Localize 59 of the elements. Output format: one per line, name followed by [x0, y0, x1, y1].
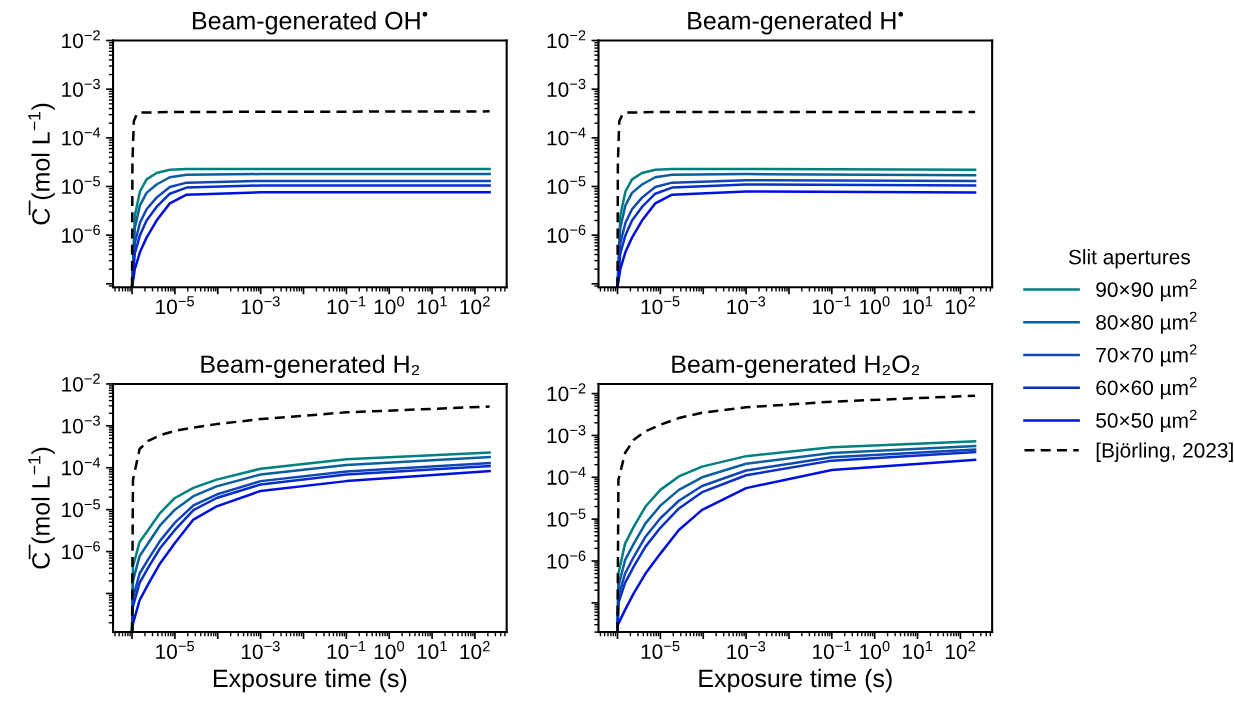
- x-tick-label: 10$^{−3}$: [727, 641, 766, 660]
- x-tick-label: 10$^{−3}$: [727, 296, 766, 315]
- y-tick-label: 10$^{−2}$: [547, 30, 586, 49]
- x-tick-label: 10$^{2}$: [945, 296, 976, 315]
- x-tick-label: 10$^{1}$: [903, 296, 933, 315]
- x-tick-label: 10$^{0}$: [860, 296, 890, 315]
- y-tick-label: 10$^{−2}$: [547, 383, 586, 402]
- x-tick-label: 10$^{2}$: [460, 296, 490, 315]
- y-tick-label: 10$^{−2}$: [62, 373, 100, 392]
- legend-label: [Björling, 2023]: [1096, 442, 1233, 462]
- y-tick-label: 10$^{−5}$: [547, 176, 586, 195]
- y-tick-label: 10$^{−5}$: [62, 176, 100, 195]
- x-tick-label: 10$^{1}$: [903, 641, 933, 660]
- legend-label: 90×90 µm$^{2}$: [1096, 278, 1197, 302]
- y-tick-label: 10$^{−3}$: [547, 425, 586, 444]
- x-tick-label: 10$^{−1}$: [813, 641, 851, 660]
- x-tick-label: 10$^{1}$: [417, 296, 447, 315]
- x-axis-title: Exposure time (s): [699, 668, 892, 693]
- y-tick-label: 10$^{−5}$: [62, 499, 100, 518]
- y-tick-label: 10$^{−4}$: [62, 457, 101, 476]
- legend-title: Slit apertures: [1068, 249, 1190, 269]
- x-tick-label: 10$^{−5}$: [641, 296, 680, 315]
- y-tick-label: 10$^{−4}$: [547, 466, 586, 485]
- y-tick-label: 10$^{−6}$: [62, 541, 100, 560]
- x-tick-label: 10$^{−1}$: [327, 296, 366, 315]
- x-tick-label: 10$^{0}$: [374, 296, 405, 315]
- x-tick-label: 10$^{−3}$: [241, 641, 280, 660]
- legend-label: 70×70 µm$^{2}$: [1096, 344, 1197, 367]
- y-tick-label: 10$^{−3}$: [62, 415, 100, 434]
- y-tick-label: 10$^{−4}$: [62, 127, 101, 146]
- x-tick-label: 10$^{−1}$: [327, 641, 366, 660]
- y-tick-label: 10$^{−6}$: [62, 224, 100, 243]
- x-tick-label: 10$^{2}$: [945, 641, 976, 660]
- y-axis-title: C̅ (mol L$^{−1}$): [28, 103, 55, 225]
- x-tick-label: 10$^{−5}$: [156, 296, 194, 315]
- legend-label: 80×80 µm$^{2}$: [1096, 311, 1197, 334]
- legend-label: 60×60 µm$^{2}$: [1096, 377, 1197, 400]
- x-tick-label: 10$^{−1}$: [813, 296, 851, 315]
- y-tick-label: 10$^{−4}$: [547, 127, 586, 146]
- y-tick-label: 10$^{−5}$: [547, 508, 586, 527]
- chart-title: Beam-generated OH$^{•}$: [193, 11, 428, 35]
- x-tick-label: 10$^{1}$: [417, 641, 447, 660]
- x-tick-label: 10$^{−5}$: [156, 641, 194, 660]
- y-tick-label: 10$^{−3}$: [62, 78, 100, 97]
- y-tick-label: 10$^{−6}$: [547, 224, 586, 243]
- y-tick-label: 10$^{−2}$: [62, 30, 100, 49]
- chart-title: Beam-generated H₂: [201, 354, 420, 379]
- x-tick-label: 10$^{0}$: [374, 641, 405, 660]
- x-tick-label: 10$^{−5}$: [641, 641, 680, 660]
- chart-title: Beam-generated H₂O₂: [672, 354, 920, 379]
- chart-title: Beam-generated H$^{•}$: [688, 11, 904, 35]
- x-axis-title: Exposure time (s): [213, 668, 407, 693]
- y-tick-label: 10$^{−3}$: [547, 78, 586, 97]
- x-tick-label: 10$^{−3}$: [241, 296, 280, 315]
- y-tick-label: 10$^{−6}$: [547, 550, 586, 569]
- x-tick-label: 10$^{2}$: [460, 641, 490, 660]
- legend-label: 50×50 µm$^{2}$: [1096, 409, 1197, 432]
- x-tick-label: 10$^{0}$: [860, 641, 890, 660]
- y-axis-title: C̅ (mol L$^{−1}$): [28, 447, 55, 569]
